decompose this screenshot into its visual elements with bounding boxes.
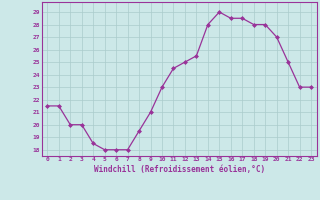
X-axis label: Windchill (Refroidissement éolien,°C): Windchill (Refroidissement éolien,°C) — [94, 165, 265, 174]
